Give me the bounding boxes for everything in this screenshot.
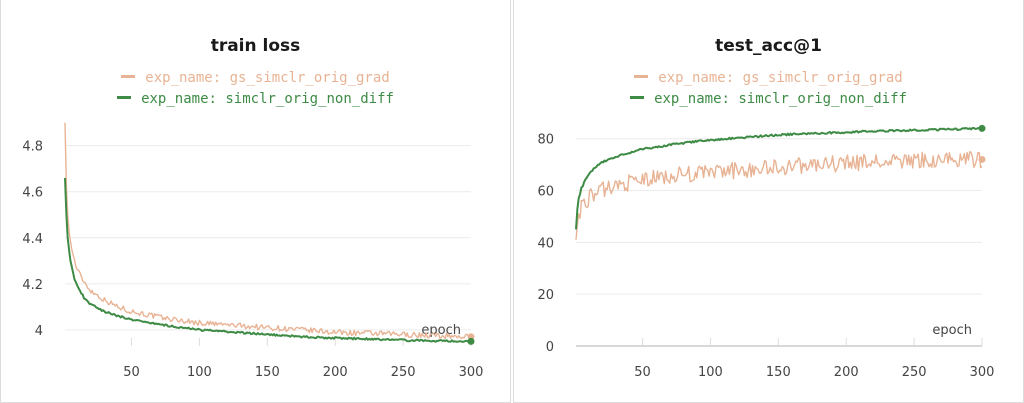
y-tick-label: 80	[537, 133, 554, 148]
y-tick-label: 4.4	[22, 232, 43, 247]
legend-label: exp_name: simclr_orig_non_diff	[654, 91, 907, 107]
y-tick-label: 60	[537, 185, 554, 200]
x-tick-label: 150	[766, 365, 791, 380]
chart-title: train loss	[210, 36, 301, 56]
train-loss-panel: train loss exp_name: gs_simclr_orig_grad…	[0, 0, 511, 403]
y-tick-label: 0	[546, 340, 554, 355]
y-tick-label: 4	[35, 324, 43, 339]
y-tick-label: 4.2	[22, 278, 43, 293]
series-end-marker-2	[467, 337, 475, 345]
x-tick-label: 50	[123, 365, 140, 380]
y-tick-label: 40	[537, 236, 554, 251]
series-end-marker-1	[978, 155, 986, 163]
y-tick-label: 4.8	[22, 140, 43, 155]
test-acc-panel: test_acc@1 exp_name: gs_simclr_orig_grad…	[513, 0, 1024, 403]
legend-swatch	[634, 74, 649, 78]
series-line-1[interactable]	[64, 122, 472, 340]
legend-swatch	[121, 74, 136, 78]
legend-item-series-2[interactable]: exp_name: simclr_orig_non_diff	[1, 91, 510, 107]
legend-item-series-1[interactable]: exp_name: gs_simclr_orig_grad	[514, 70, 1023, 86]
series-line-1[interactable]	[575, 151, 983, 240]
x-tick-label: 100	[187, 365, 212, 380]
x-tick-label: 200	[323, 365, 348, 380]
series-line-2[interactable]	[64, 177, 472, 343]
legend-label: exp_name: simclr_orig_non_diff	[141, 91, 394, 107]
legend-swatch	[117, 95, 132, 99]
legend-swatch	[630, 95, 645, 99]
legend-item-series-2[interactable]: exp_name: simclr_orig_non_diff	[514, 91, 1023, 107]
chart-title: test_acc@1	[715, 36, 822, 56]
legend-label: exp_name: gs_simclr_orig_grad	[658, 70, 903, 86]
x-tick-label: 100	[698, 365, 723, 380]
test-acc-plot: 0 20 40 60 80 50 100 150 200 250 300 epoch	[537, 124, 995, 380]
legend-label: exp_name: gs_simclr_orig_grad	[145, 70, 390, 86]
series-end-marker-2	[978, 124, 986, 132]
x-tick-label: 250	[391, 365, 416, 380]
y-tick-label: 20	[537, 288, 554, 303]
x-tick-label: 250	[902, 365, 927, 380]
x-tick-label: 150	[255, 365, 280, 380]
series-line-2[interactable]	[575, 127, 983, 230]
x-axis-label: epoch	[932, 323, 972, 338]
x-tick-label: 200	[834, 365, 859, 380]
legend-item-series-1[interactable]: exp_name: gs_simclr_orig_grad	[1, 70, 510, 86]
x-tick-label: 300	[459, 365, 484, 380]
y-tick-label: 4.6	[22, 186, 43, 201]
x-tick-label: 50	[634, 365, 651, 380]
x-tick-label: 300	[970, 365, 995, 380]
